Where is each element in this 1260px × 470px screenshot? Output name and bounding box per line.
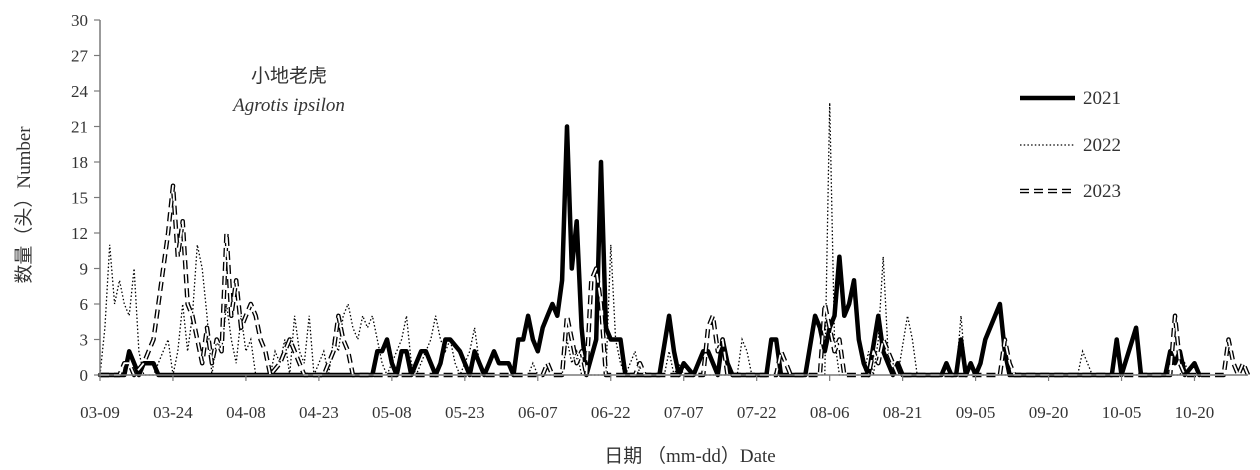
y-axis-title: 数量（头）Number bbox=[13, 126, 35, 284]
legend: 2021 2022 2023 bbox=[1020, 88, 1121, 202]
x-tick-label: 05-08 bbox=[372, 403, 412, 422]
species-chinese-name: 小地老虎 bbox=[251, 65, 327, 87]
x-tick-label: 06-07 bbox=[518, 403, 558, 422]
x-tick-label: 10-20 bbox=[1175, 403, 1215, 422]
x-tick-label: 08-06 bbox=[810, 403, 850, 422]
y-tick-label: 18 bbox=[71, 153, 88, 172]
legend-2021-label: 2021 bbox=[1083, 88, 1121, 109]
y-tick-label: 12 bbox=[71, 224, 88, 243]
x-tick-label: 10-05 bbox=[1102, 403, 1142, 422]
x-tick-label: 03-24 bbox=[153, 403, 193, 422]
x-tick-label: 04-08 bbox=[226, 403, 266, 422]
y-tick-label: 27 bbox=[71, 47, 89, 66]
series-layer bbox=[97, 102, 1251, 378]
y-tick-label: 21 bbox=[71, 118, 88, 137]
ticks-layer: 0 3 6 9 12 15 18 21 24 27 30 03-09 03-24 04-08 04-23 05… bbox=[71, 11, 1214, 422]
y-tick-label: 3 bbox=[80, 331, 89, 350]
y-tick-label: 24 bbox=[71, 82, 89, 101]
x-tick-label: 06-22 bbox=[591, 403, 631, 422]
species-latin-name: Agrotis ipsilon bbox=[231, 95, 345, 116]
y-tick-label: 9 bbox=[80, 260, 89, 279]
x-tick-label: 04-23 bbox=[299, 403, 339, 422]
x-tick-label: 05-23 bbox=[445, 403, 485, 422]
x-axis-title: 日期 （mm-dd）Date bbox=[604, 445, 776, 467]
x-tick-label: 07-22 bbox=[737, 403, 777, 422]
x-tick-label: 08-21 bbox=[883, 403, 923, 422]
x-tick-label: 07-07 bbox=[664, 403, 704, 422]
legend-2022-label: 2022 bbox=[1083, 135, 1121, 156]
y-tick-label: 0 bbox=[80, 366, 89, 385]
y-tick-label: 30 bbox=[71, 11, 88, 30]
series-2023-line-inner bbox=[100, 184, 1249, 376]
series-2022-line bbox=[99, 102, 1191, 378]
y-tick-label: 6 bbox=[80, 295, 89, 314]
x-tick-label: 03-09 bbox=[80, 403, 120, 422]
x-tick-label: 09-20 bbox=[1029, 403, 1069, 422]
x-tick-label: 09-05 bbox=[956, 403, 996, 422]
legend-2023-label: 2023 bbox=[1083, 181, 1121, 202]
y-tick-label: 15 bbox=[71, 189, 88, 208]
series-2021-line bbox=[97, 124, 1202, 378]
